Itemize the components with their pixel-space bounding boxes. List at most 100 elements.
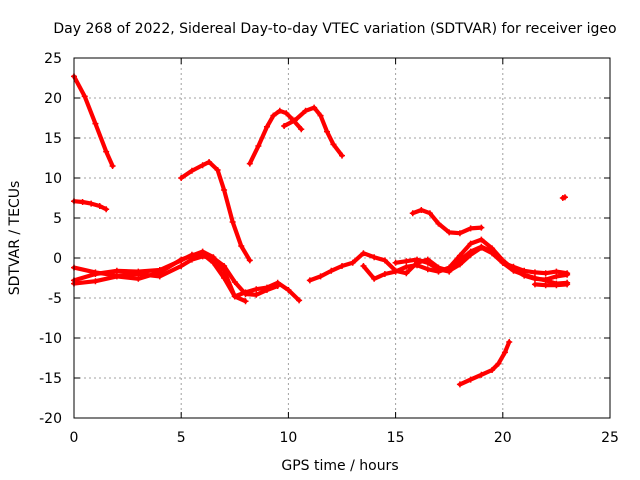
data-point <box>339 263 345 269</box>
data-point <box>263 287 270 293</box>
data-point <box>242 298 249 305</box>
data-point <box>381 271 388 277</box>
data-point <box>206 159 213 165</box>
data-point <box>561 194 568 201</box>
data-point <box>564 271 571 278</box>
series-line <box>71 199 109 212</box>
x-tick-label: 0 <box>70 430 79 446</box>
data-point <box>221 267 228 274</box>
data-point <box>478 236 485 243</box>
data-point <box>246 160 253 167</box>
data-series-arc-7 <box>559 194 568 201</box>
data-point <box>156 269 163 276</box>
data-point <box>302 107 309 114</box>
data-point <box>330 141 337 148</box>
data-point <box>113 273 120 280</box>
data-point <box>96 203 103 209</box>
data-series-arc-15 <box>531 281 571 289</box>
plot-frame <box>73 57 611 419</box>
data-point <box>403 263 410 270</box>
data-point <box>446 268 453 275</box>
data-point <box>506 339 513 345</box>
data-point <box>263 123 270 130</box>
data-point <box>92 269 99 276</box>
data-series-arc-5 <box>281 104 345 159</box>
data-point <box>103 206 110 213</box>
data-point <box>510 267 517 274</box>
data-point <box>221 187 228 193</box>
data-point <box>501 349 508 356</box>
data-point <box>403 270 410 277</box>
data-point <box>392 259 399 266</box>
data-point <box>328 267 335 274</box>
data-point <box>360 263 367 269</box>
data-point <box>521 271 528 278</box>
y-tick-label: 5 <box>53 211 62 227</box>
data-point <box>489 367 496 373</box>
y-tick-label: -5 <box>48 291 62 307</box>
data-point <box>281 123 288 129</box>
data-point <box>285 287 292 293</box>
data-point <box>424 266 431 273</box>
data-point <box>371 254 378 261</box>
data-point <box>135 275 142 282</box>
y-tick-label: -10 <box>39 331 62 347</box>
data-point <box>456 257 463 264</box>
data-point <box>188 252 195 259</box>
data-point <box>270 112 277 119</box>
data-point <box>323 128 330 135</box>
data-point <box>311 104 318 111</box>
data-point <box>214 167 221 173</box>
data-point <box>478 243 485 250</box>
data-point <box>446 229 453 236</box>
data-point <box>178 256 185 263</box>
data-point <box>467 248 474 255</box>
data-point <box>178 175 185 181</box>
data-point <box>499 259 506 266</box>
data-point <box>253 291 260 298</box>
x-axis-label: GPS time / hours <box>281 458 398 474</box>
data-point <box>298 126 305 133</box>
data-point <box>495 360 502 367</box>
data-point <box>414 256 421 263</box>
data-point <box>103 148 110 155</box>
data-point <box>426 210 433 217</box>
data-point <box>79 199 86 205</box>
data-series-arc-1 <box>71 73 116 169</box>
data-point <box>349 259 356 266</box>
data-series-arc-4 <box>246 107 305 167</box>
data-point <box>531 281 538 288</box>
x-tick-label: 10 <box>279 430 297 446</box>
series-line <box>282 105 345 158</box>
data-point <box>317 112 324 119</box>
x-tick-label: 15 <box>387 430 405 446</box>
data-point <box>92 278 99 285</box>
y-tick-label: 20 <box>44 91 62 107</box>
data-point <box>253 286 260 293</box>
data-point <box>178 263 185 269</box>
y-tick-label: -20 <box>39 411 62 427</box>
data-point <box>489 248 496 255</box>
data-point <box>456 230 463 237</box>
axis-ticks: 0 5 10 15 20 25 25 20 15 10 5 0 -5 -10 -15 -20 <box>39 51 619 446</box>
data-point <box>553 282 560 289</box>
data-point <box>467 240 474 247</box>
x-tick-label: 25 <box>601 430 619 446</box>
x-tick-label: 5 <box>177 430 186 446</box>
data-point <box>553 273 560 280</box>
data-point <box>456 381 463 388</box>
y-tick-label: 15 <box>44 131 62 147</box>
data-point <box>542 282 549 289</box>
y-tick-label: 0 <box>53 251 62 267</box>
data-point <box>317 273 324 280</box>
y-tick-label: 25 <box>44 51 62 67</box>
data-point <box>531 275 538 281</box>
data-series-arc-3 <box>178 159 253 264</box>
data-point <box>291 117 298 124</box>
chart-title: Day 268 of 2022, Sidereal Day-to-day VTE… <box>53 21 616 37</box>
data-point <box>339 152 345 159</box>
data-point <box>246 257 253 264</box>
data-point <box>88 200 95 207</box>
series-line <box>71 249 248 304</box>
data-point <box>360 250 367 257</box>
